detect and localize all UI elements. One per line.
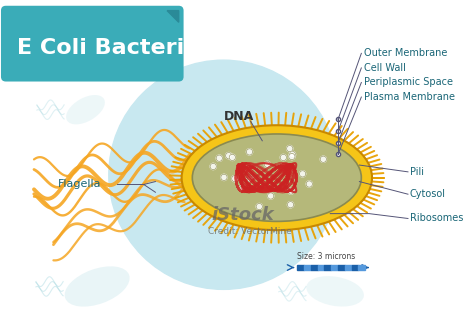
Circle shape: [264, 161, 271, 167]
Circle shape: [229, 154, 236, 161]
Circle shape: [210, 163, 216, 170]
Circle shape: [247, 176, 254, 182]
Circle shape: [246, 149, 253, 155]
Text: Credit: VectorMine: Credit: VectorMine: [208, 227, 292, 236]
Text: Outer Membrane: Outer Membrane: [364, 48, 447, 58]
Circle shape: [216, 155, 222, 161]
Circle shape: [289, 153, 295, 160]
Circle shape: [288, 188, 294, 194]
Circle shape: [232, 175, 238, 182]
Circle shape: [287, 146, 293, 152]
Circle shape: [256, 203, 263, 210]
Ellipse shape: [66, 95, 105, 124]
Bar: [352, 265, 358, 270]
Circle shape: [226, 153, 232, 159]
Text: E Coli Bacteria: E Coli Bacteria: [18, 38, 200, 58]
Polygon shape: [167, 11, 179, 22]
Bar: [358, 265, 365, 270]
Bar: [304, 265, 311, 270]
Bar: [345, 265, 352, 270]
Ellipse shape: [182, 125, 372, 230]
Bar: [297, 265, 304, 270]
Circle shape: [306, 181, 312, 187]
Circle shape: [268, 193, 274, 199]
Ellipse shape: [64, 266, 129, 307]
Text: iStock: iStock: [212, 206, 274, 224]
Bar: [324, 265, 331, 270]
Text: Ribosomes: Ribosomes: [410, 213, 463, 223]
Bar: [338, 265, 345, 270]
Bar: [311, 265, 318, 270]
Circle shape: [280, 154, 286, 161]
Text: DNA: DNA: [223, 110, 254, 123]
Bar: [331, 265, 338, 270]
Circle shape: [245, 166, 251, 172]
Circle shape: [246, 176, 253, 182]
Circle shape: [221, 174, 227, 180]
Bar: [318, 265, 324, 270]
Ellipse shape: [306, 276, 364, 307]
Text: Flagella: Flagella: [58, 179, 102, 189]
Circle shape: [320, 156, 327, 162]
Text: Cell Wall: Cell Wall: [364, 63, 406, 73]
Text: Plasma Membrane: Plasma Membrane: [364, 92, 455, 102]
Text: Periplasmic Space: Periplasmic Space: [364, 77, 453, 88]
Text: Pili: Pili: [410, 167, 424, 177]
Text: Cytosol: Cytosol: [410, 189, 446, 199]
Text: Size: 3 microns: Size: 3 microns: [297, 252, 356, 261]
Circle shape: [289, 151, 296, 158]
Circle shape: [109, 60, 338, 289]
Ellipse shape: [192, 134, 361, 221]
Circle shape: [300, 171, 306, 177]
FancyBboxPatch shape: [1, 6, 183, 81]
Circle shape: [240, 185, 246, 191]
Circle shape: [287, 202, 293, 208]
